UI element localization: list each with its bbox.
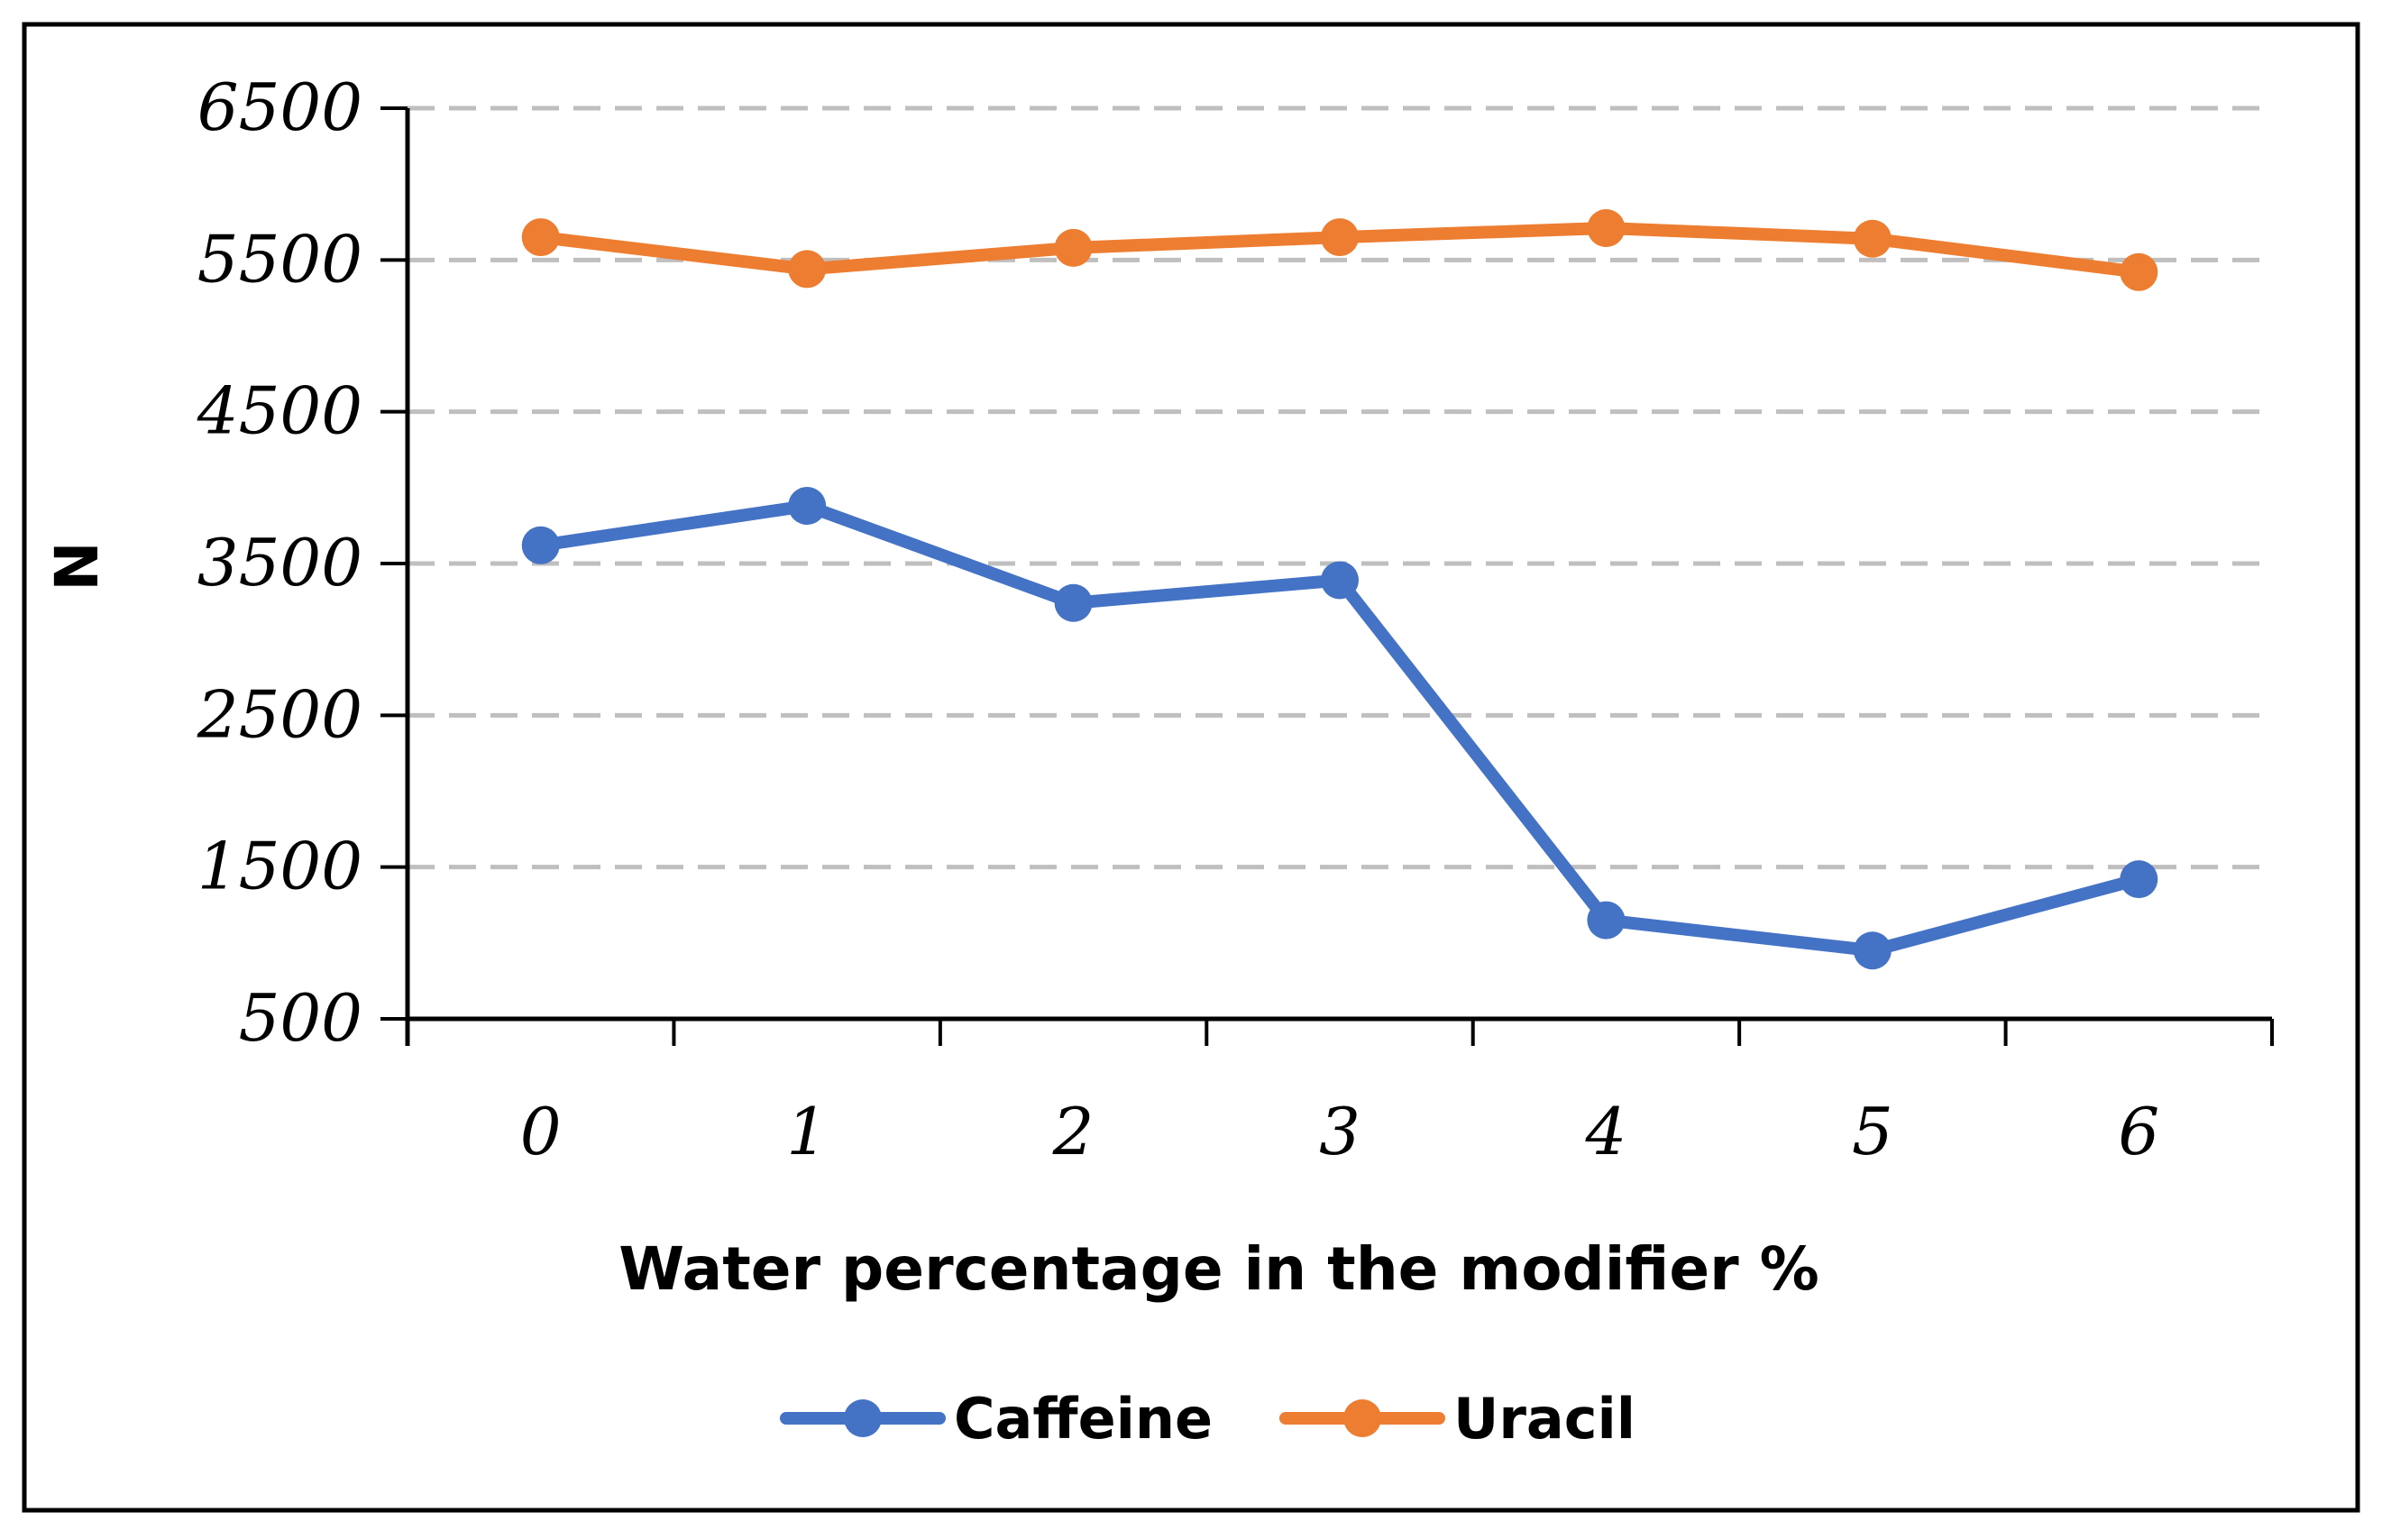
x-axis-title: Water percentage in the modifier % — [618, 1234, 1819, 1304]
data-point-uracil-3 — [1321, 218, 1359, 257]
x-tick-label-0: 0 — [520, 1094, 562, 1169]
axes — [380, 106, 2274, 1046]
data-point-caffeine-5 — [1853, 931, 1892, 970]
y-tick-label-6500: 6500 — [197, 69, 362, 145]
y-tick-labels: 500 1500 2500 3500 4500 5500 6500 — [197, 69, 362, 1056]
y-tick-label-2500: 2500 — [197, 676, 362, 752]
data-point-uracil-0 — [521, 218, 560, 257]
data-point-uracil-6 — [2120, 252, 2158, 291]
legend: Caffeine Uracil — [780, 1386, 1635, 1452]
data-point-uracil-5 — [1853, 219, 1892, 258]
data-point-caffeine-6 — [2120, 860, 2158, 899]
legend-label-caffeine: Caffeine — [954, 1386, 1213, 1452]
y-tick-label-4500: 4500 — [197, 373, 362, 449]
x-tick-labels: 0 1 2 3 4 5 6 — [520, 1094, 2159, 1169]
x-tick-label-6: 6 — [2118, 1094, 2159, 1169]
x-tick-label-4: 4 — [1585, 1094, 1627, 1169]
data-point-uracil-4 — [1587, 208, 1626, 247]
y-tick-label-3500: 3500 — [197, 525, 362, 600]
legend-label-uracil: Uracil — [1453, 1386, 1635, 1452]
y-tick-label-500: 500 — [239, 980, 362, 1056]
chart-border — [22, 22, 2360, 1513]
data-point-caffeine-0 — [521, 526, 560, 564]
legend-marker-caffeine — [844, 1399, 882, 1437]
x-tick-label-1: 1 — [786, 1094, 828, 1169]
data-point-caffeine-3 — [1321, 561, 1359, 600]
y-tick-label-5500: 5500 — [197, 221, 362, 297]
x-tick-label-2: 2 — [1052, 1094, 1095, 1169]
data-point-uracil-2 — [1054, 228, 1093, 267]
data-point-caffeine-4 — [1587, 901, 1626, 940]
data-point-uracil-1 — [788, 250, 827, 289]
y-axis-title: N — [42, 541, 112, 591]
x-tick-label-5: 5 — [1852, 1094, 1893, 1169]
series-lines — [521, 208, 2158, 970]
x-tick-label-3: 3 — [1319, 1094, 1360, 1169]
data-point-caffeine-2 — [1054, 583, 1093, 622]
legend-marker-uracil — [1343, 1399, 1381, 1437]
y-tick-label-1500: 1500 — [197, 829, 362, 904]
data-point-caffeine-1 — [788, 487, 827, 526]
